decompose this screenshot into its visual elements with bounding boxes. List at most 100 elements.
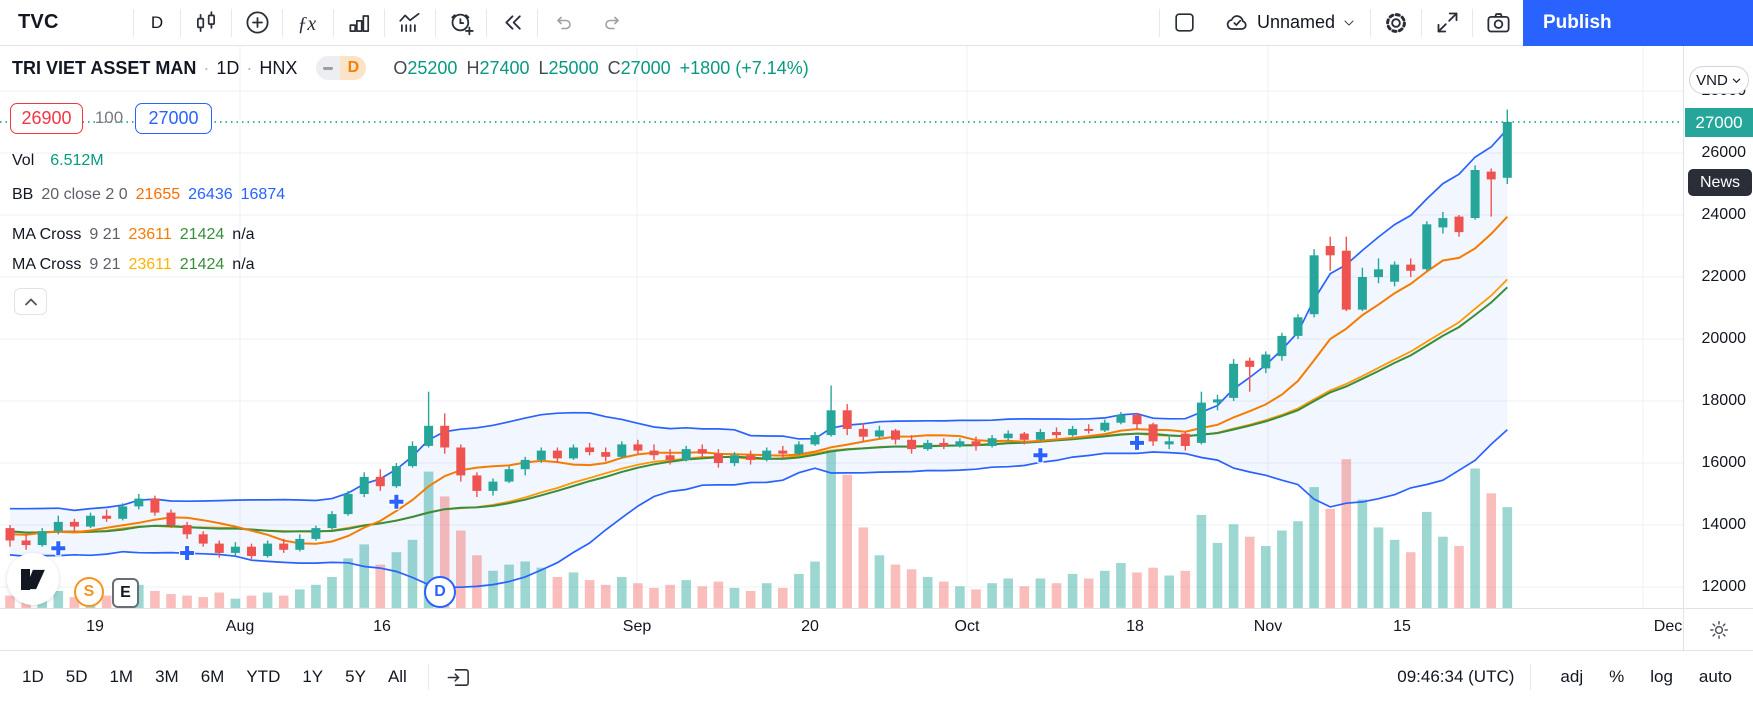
- bb-params: 20 close 2 0: [41, 186, 128, 203]
- ma-cross-2-legend-row[interactable]: MA Cross 9 21 23611 21424 n/a: [12, 256, 255, 274]
- bb-basis-value: 21655: [135, 186, 181, 203]
- daily-badge: D: [340, 56, 367, 80]
- select-layout-button[interactable]: [1160, 3, 1210, 43]
- change-value: +1800 (+7.14%): [679, 57, 809, 78]
- volume-value: 6.512M: [50, 152, 104, 169]
- toolbar-divider: [180, 8, 181, 37]
- range-button-all[interactable]: All: [387, 667, 407, 686]
- symbol-search-button[interactable]: TVC: [18, 11, 59, 33]
- news-badge[interactable]: News: [1688, 169, 1752, 196]
- chart-style-button[interactable]: [181, 3, 231, 43]
- layout-menu[interactable]: Unnamed: [1210, 10, 1370, 36]
- toolbar-divider: [1370, 8, 1371, 37]
- range-button-1m[interactable]: 1M: [109, 667, 134, 686]
- symbol-title: TRI VIET ASSET MAN: [12, 57, 197, 78]
- time-axis-label: 16: [373, 618, 391, 635]
- low-label: L: [538, 57, 549, 78]
- chart-settings-button[interactable]: [1371, 3, 1421, 43]
- range-button-5y[interactable]: 5Y: [345, 667, 366, 686]
- compare-button[interactable]: [232, 3, 282, 43]
- candlestick-icon: [197, 10, 215, 32]
- bb-legend-row[interactable]: BB 20 close 2 0 21655 26436 16874: [12, 186, 285, 204]
- clock[interactable]: 09:46:34 (UTC): [1397, 667, 1515, 686]
- low-value: 25000: [548, 57, 599, 78]
- currency-selector[interactable]: VND: [1689, 66, 1749, 94]
- interval-button[interactable]: D: [150, 12, 164, 32]
- indicators-button[interactable]: ƒx: [283, 3, 333, 43]
- high-label: H: [466, 57, 480, 78]
- toggle-auto[interactable]: auto: [1698, 667, 1732, 686]
- toggle-percent[interactable]: %: [1609, 667, 1625, 686]
- undo-button[interactable]: [538, 3, 588, 43]
- toolbar-divider: [1472, 8, 1473, 37]
- ma2-name: MA Cross: [12, 256, 82, 273]
- publish-button[interactable]: Publish: [1523, 0, 1753, 46]
- range-button-ytd[interactable]: YTD: [246, 667, 281, 686]
- ma2-cross-value: n/a: [232, 256, 255, 273]
- columns-icon: [349, 14, 370, 32]
- high-value: 27400: [479, 57, 530, 78]
- toolbar-divider: [282, 8, 283, 37]
- currency-label: VND: [1696, 71, 1728, 89]
- scale-corner: [1684, 608, 1753, 650]
- ma1-name: MA Cross: [12, 226, 82, 243]
- layout-square-icon: [1175, 13, 1195, 32]
- range-button-1y[interactable]: 1Y: [302, 667, 324, 686]
- top-toolbar: TVC D ƒx: [0, 0, 1753, 46]
- interval-label: 1D: [216, 57, 240, 78]
- time-axis-label: 19: [86, 618, 104, 635]
- session-pill[interactable]: D: [316, 56, 367, 80]
- open-label: O: [393, 57, 408, 78]
- toolbar-divider: [435, 8, 436, 37]
- open-value: 25200: [407, 57, 458, 78]
- range-button-5d[interactable]: 5D: [65, 667, 88, 686]
- fullscreen-button[interactable]: [1422, 3, 1472, 43]
- price-axis-label: 24000: [1701, 206, 1747, 223]
- toolbar-divider: [1530, 664, 1532, 690]
- redo-button[interactable]: [588, 3, 638, 43]
- tradingview-logo[interactable]: [7, 553, 59, 605]
- ma1-fast-value: 23611: [128, 226, 172, 243]
- minus-icon: [316, 56, 341, 80]
- indicator-templates-button[interactable]: [334, 3, 384, 43]
- go-to-date-icon: [447, 668, 470, 686]
- toggle-adj[interactable]: adj: [1560, 667, 1584, 686]
- toolbar-divider: [231, 8, 232, 37]
- price-axis-label: 22000: [1701, 268, 1747, 285]
- chart-legend-title[interactable]: TRI VIET ASSET MAN · 1D · HNX D O25200 H…: [12, 56, 809, 80]
- price-scale[interactable]: VND 27000 News 2800026000240002200020000…: [1683, 46, 1753, 650]
- range-button-6m[interactable]: 6M: [200, 667, 225, 686]
- volume-legend-row[interactable]: Vol 6.512M: [12, 152, 104, 170]
- gear-icon: [1386, 12, 1406, 33]
- toggle-log[interactable]: log: [1650, 667, 1673, 686]
- ma-cross-1-legend-row[interactable]: MA Cross 9 21 23611 21424 n/a: [12, 226, 255, 244]
- snapshot-button[interactable]: [1473, 3, 1523, 43]
- chart-column: TRI VIET ASSET MAN · 1D · HNX D O25200 H…: [0, 46, 1683, 650]
- create-alert-button[interactable]: [436, 3, 486, 43]
- price-chart-canvas[interactable]: [0, 46, 1683, 608]
- sun-theme-icon[interactable]: [1708, 619, 1730, 641]
- chart-plot[interactable]: TRI VIET ASSET MAN · 1D · HNX D O25200 H…: [0, 46, 1683, 608]
- fullscreen-icon: [1437, 12, 1457, 33]
- collapse-legend-button[interactable]: [14, 288, 47, 315]
- order-price-flag[interactable]: 26900: [10, 103, 83, 134]
- dividend-event-badge[interactable]: D: [424, 576, 456, 608]
- time-axis[interactable]: 19 Aug 16 Sep 20 Oct 18 Nov 15 Dec: [0, 608, 1683, 650]
- layout-name-label: Unnamed: [1256, 12, 1335, 32]
- bar-replay-button[interactable]: [487, 3, 537, 43]
- go-to-date-button[interactable]: [439, 665, 479, 690]
- earnings-event-badge[interactable]: E: [112, 578, 139, 608]
- limit-price-flag[interactable]: 27000: [135, 103, 212, 134]
- range-button-3m[interactable]: 3M: [155, 667, 179, 686]
- bb-lower-value: 16874: [240, 186, 286, 203]
- range-buttons: 1D 5D 1M 3M 6M YTD 1Y 5Y All: [0, 667, 418, 687]
- forecast-button[interactable]: [385, 3, 435, 43]
- publish-label: Publish: [1543, 11, 1612, 33]
- split-event-badge[interactable]: S: [74, 577, 104, 607]
- toolbar-divider: [384, 8, 385, 37]
- close-label: C: [607, 57, 621, 78]
- range-button-1d[interactable]: 1D: [22, 667, 44, 686]
- order-qty-label[interactable]: 100: [94, 108, 124, 127]
- price-axis-label: 14000: [1701, 516, 1747, 533]
- tv-logo-icon: [20, 568, 45, 590]
